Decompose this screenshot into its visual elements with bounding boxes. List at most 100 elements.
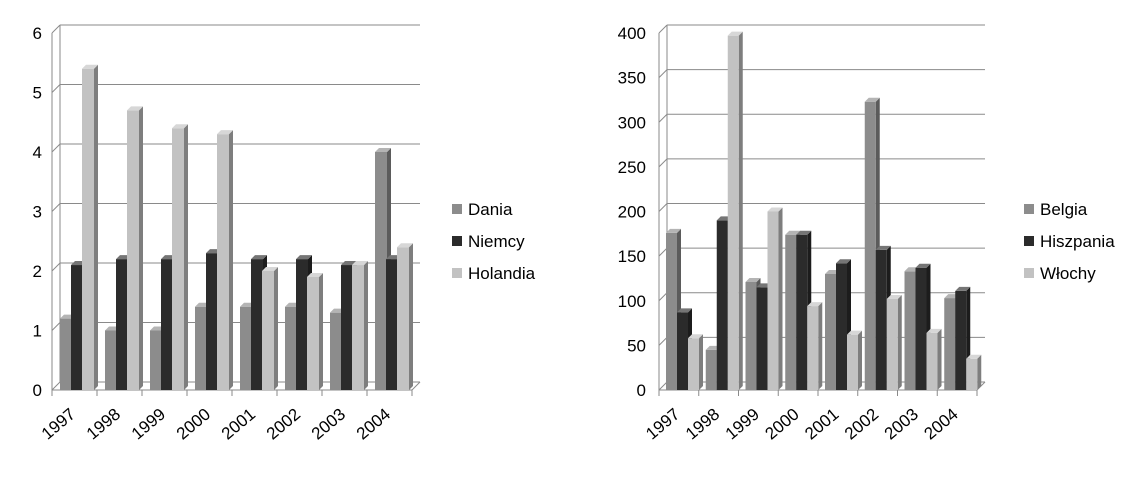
bar-front [285,306,297,390]
bar-front [727,35,739,391]
x-tick-label: 1999 [722,405,763,444]
bar-side [977,354,982,390]
bar-side [274,267,278,390]
x-tick-label: 2003 [308,405,349,444]
bar-top [807,302,823,307]
legend-swatch [1024,268,1034,278]
legend-label: Belgia [1040,200,1088,219]
bar-front [150,330,162,390]
x-tick-label: 2000 [762,405,803,444]
gridline-side [658,24,668,34]
bar-włochy-1998 [727,31,743,391]
bar-holandia-1998 [127,106,143,390]
bar-włochy-2003 [926,328,942,390]
bar-top [82,64,98,69]
bar-front [397,247,409,390]
bar-front [836,263,847,390]
bar-front [756,287,768,390]
floor-edge [411,381,421,391]
y-tick-label: 6 [33,24,42,43]
bar-front [206,253,218,390]
bar-top [767,207,783,212]
legend-label: Włochy [1040,264,1096,283]
gridline-side [51,203,61,212]
bar-front [825,273,836,390]
bar-side [937,328,942,390]
bar-side [364,261,368,390]
bar-włochy-1997 [688,334,703,390]
bar-włochy-2002 [886,294,902,390]
x-tick-label: 2001 [218,405,259,444]
bar-front [785,234,797,390]
y-tick-label: 250 [618,158,646,177]
bar-top [727,31,743,36]
gridline-side [51,84,61,93]
bar-włochy-2001 [847,330,862,390]
bar-top [796,230,812,235]
x-tick-label: 1998 [682,405,723,444]
bar-front [251,259,263,390]
bar-front [127,110,139,390]
x-tick-label: 2001 [801,405,842,444]
bar-front [341,265,353,390]
bar-top [785,230,801,235]
bar-front [330,312,342,390]
y-tick-label: 5 [33,84,42,103]
bar-front [60,318,72,390]
bar-holandia-1999 [172,124,188,390]
legend-swatch [452,204,462,214]
bar-top [836,259,851,264]
bar-front [716,220,728,390]
bar-włochy-2000 [807,302,823,390]
legend-swatch [1024,236,1034,246]
bar-front [886,298,898,390]
x-tick-label: 1997 [38,405,79,444]
bar-front [944,298,956,390]
x-tick-label: 2004 [921,405,962,444]
bar-front [807,306,819,390]
bar-side [94,64,98,390]
legend-label: Holandia [468,264,536,283]
legend-label: Niemcy [468,232,525,251]
bar-front [864,101,876,390]
bar-front [767,211,779,390]
bar-top [875,245,891,250]
y-tick-label: 150 [618,247,646,266]
bar-holandia-2001 [262,267,278,390]
bar-side [229,130,233,390]
gridline-side [51,143,61,153]
bar-włochy-2004 [966,354,982,390]
legend-swatch [452,236,462,246]
bar-front [386,259,398,390]
y-tick-label: 400 [618,24,646,43]
bar-front [904,271,916,390]
x-tick-label: 2000 [173,405,214,444]
x-tick-label: 1999 [128,405,169,444]
x-tick-label: 2002 [841,405,882,444]
legend: Dania Niemcy Holandia [452,200,536,283]
bar-front [352,265,364,390]
bar-front [847,334,858,390]
legend-label: Dania [468,200,513,219]
y-tick-label: 2 [33,262,42,281]
bar-side [738,31,743,391]
bar-side [184,124,188,390]
gridline-side [658,247,668,257]
bar-top [251,255,267,260]
bar-top [296,255,312,260]
x-tick-label: 1997 [642,405,683,444]
x-tick-label: 2003 [881,405,922,444]
bar-top [926,328,942,333]
bar-front [71,265,83,390]
chart-left: 0 1 2 3 4 5 6 1997 1998 1999 2000 2001 2002 2003 2004 D… [33,24,536,443]
bar-side [897,294,902,390]
gridline-side [51,262,61,272]
y-tick-label: 0 [33,381,42,400]
bar-side [319,272,323,390]
gridline-side [658,381,668,391]
bar-front [296,259,308,390]
bar-side [778,207,783,390]
bar-front [161,259,173,390]
bar-front [105,330,117,390]
